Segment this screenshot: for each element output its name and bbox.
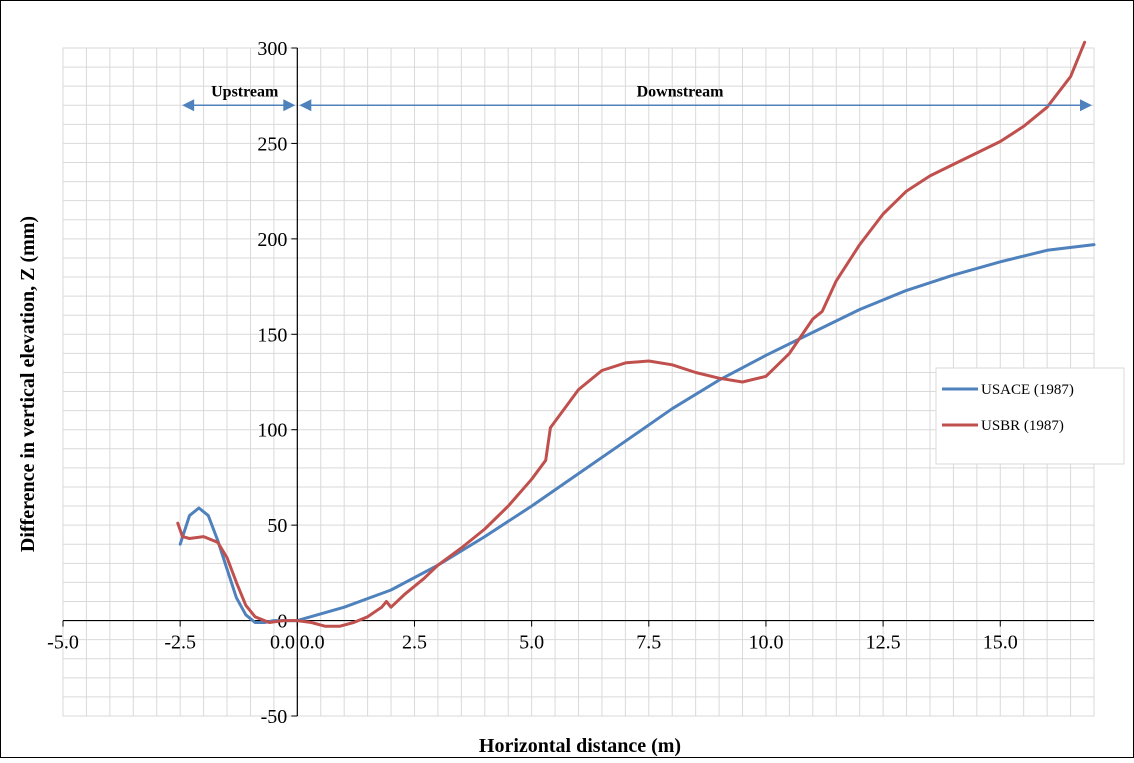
y-tick-label: -50 bbox=[261, 706, 288, 728]
y-tick-label: 150 bbox=[257, 324, 287, 346]
x-tick-label: 5.0 bbox=[519, 632, 544, 654]
y-tick-label: 300 bbox=[257, 38, 287, 60]
x-tick-label: -5.0 bbox=[47, 632, 79, 654]
x-tick-label: 7.5 bbox=[636, 632, 661, 654]
x-tick-label: -2.5 bbox=[164, 632, 196, 654]
annotation-arrow-head-left bbox=[299, 99, 312, 112]
x-axis-title: Horizontal distance (m) bbox=[479, 735, 681, 757]
legend-label: USBR (1987) bbox=[981, 418, 1064, 434]
x-tick-label: 0.0 bbox=[300, 632, 325, 654]
y-tick-label: 200 bbox=[257, 229, 287, 251]
annotation-arrow-head-left bbox=[182, 99, 195, 112]
y-axis-title: Difference in vertical elevation, Z (mm) bbox=[17, 216, 39, 552]
x-tick-label: 12.5 bbox=[866, 632, 901, 654]
legend-box bbox=[935, 367, 1125, 465]
x-tick-label: 10.0 bbox=[748, 632, 783, 654]
annotations: Upstream Downstream bbox=[182, 83, 1092, 112]
downstream-label: Downstream bbox=[637, 83, 724, 100]
series-line-usace bbox=[178, 243, 1096, 624]
y-tick-label: 50 bbox=[267, 515, 287, 537]
legend-label: USACE (1987) bbox=[981, 382, 1074, 398]
legend: USACE (1987) USBR (1987) bbox=[935, 367, 1125, 465]
y-tick-label: 250 bbox=[257, 133, 287, 155]
x-tick-label: 2.5 bbox=[402, 632, 427, 654]
axes bbox=[62, 47, 1094, 717]
annotation-arrow-head-right bbox=[1080, 99, 1092, 112]
y-tick-label: 100 bbox=[257, 420, 287, 442]
x-tick-label: 0.0 bbox=[270, 632, 295, 654]
upstream-label: Upstream bbox=[211, 83, 279, 100]
series-line-usbr bbox=[176, 40, 1087, 628]
annotation-arrow-head-right bbox=[283, 99, 296, 112]
x-tick-label: 15.0 bbox=[983, 632, 1018, 654]
tick-labels: -5.0 -2.5 0.0 0.0 2.5 5.0 7.5 10.0 12.5 15.0-5005… bbox=[47, 38, 1018, 728]
series-lines bbox=[176, 40, 1096, 628]
